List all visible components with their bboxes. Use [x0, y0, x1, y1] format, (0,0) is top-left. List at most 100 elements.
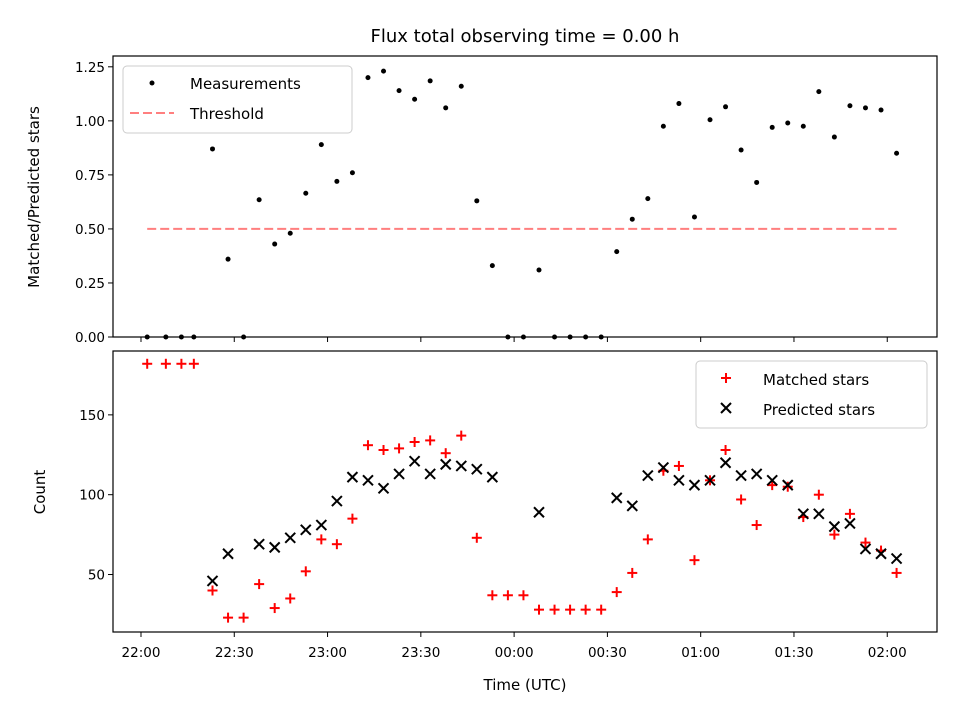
matched-star-point [456, 430, 467, 441]
top-chart-title: Flux total observing time = 0.00 h [371, 26, 680, 47]
matched-star-point [254, 579, 265, 590]
matched-star-point [207, 585, 218, 596]
matched-star-point [471, 532, 482, 543]
measurement-point [769, 124, 775, 130]
measurement-point [474, 198, 480, 204]
legend-predicted-marker [720, 402, 732, 414]
measurement-point [707, 117, 713, 123]
matched-star-point [611, 587, 622, 598]
measurement-point [645, 196, 651, 202]
bottom-panel-marks: 50 100 150 22:00 22:30 23:00 23:30 00:00 00:30 01… [79, 358, 907, 661]
measurement-point [723, 104, 729, 110]
measurement-point [629, 216, 635, 222]
y-tick-label: 0.25 [75, 276, 105, 292]
predicted-star-point [611, 492, 623, 504]
matched-star-point [844, 508, 855, 519]
x-tick-label: 22:00 [122, 645, 161, 661]
matched-star-point [378, 444, 389, 455]
x-tick-label: 00:00 [495, 645, 534, 661]
legend-predicted-label: Predicted stars [763, 401, 875, 419]
predicted-star-point [766, 474, 778, 487]
measurement-point [443, 105, 449, 111]
predicted-star-point [408, 455, 421, 467]
predicted-star-point [284, 532, 296, 544]
predicted-star-point [268, 541, 281, 554]
x-tick-label: 23:30 [401, 645, 440, 661]
measurement-point [427, 78, 433, 84]
predicted-star-point [890, 552, 903, 565]
measurement-point [458, 83, 464, 89]
measurement-point [614, 249, 620, 255]
y-tick-label: 1.00 [75, 114, 105, 130]
measurement-point [800, 123, 806, 129]
bottom-plot-frame [112, 350, 938, 633]
legend-measurements-label: Measurements [190, 75, 301, 93]
y-tick-label: 150 [79, 408, 105, 424]
measurement-point [691, 214, 697, 220]
matched-star-point [347, 513, 358, 524]
measurement-point [318, 142, 324, 148]
predicted-star-point [704, 474, 716, 487]
measurement-point [536, 267, 542, 273]
measurement-point [303, 190, 309, 196]
measurement-point [894, 150, 900, 156]
predicted-star-point [875, 548, 887, 560]
measurement-point [396, 88, 402, 94]
matched-star-point [736, 494, 747, 505]
measurement-point [210, 146, 216, 152]
matched-star-point [782, 481, 793, 492]
measurement-point [847, 103, 853, 109]
predicted-star-point [440, 458, 452, 471]
legend-measurements-marker [149, 80, 155, 86]
bottom-y-axis-label: Count [31, 470, 49, 515]
measurement-point [831, 134, 837, 140]
matched-star-point [142, 358, 153, 369]
predicted-star-point [813, 508, 825, 520]
predicted-star-point [300, 524, 312, 536]
matched-star-point [813, 489, 824, 500]
matched-star-point [188, 358, 199, 369]
predicted-star-point [828, 520, 841, 533]
predicted-star-point [626, 500, 638, 512]
matched-star-point [565, 604, 576, 615]
matched-star-point [362, 440, 373, 451]
x-tick-label: 23:00 [308, 645, 347, 661]
matched-star-point [549, 604, 560, 615]
matched-star-point [596, 604, 607, 615]
predicted-star-point [253, 538, 265, 550]
measurement-point [381, 68, 387, 74]
predicted-star-point [533, 506, 545, 518]
y-tick-label: 0.00 [75, 330, 105, 346]
top-y-axis-label: Matched/Predicted stars [25, 106, 43, 288]
measurement-point [225, 256, 231, 262]
predicted-star-point [673, 474, 685, 487]
matched-star-point [642, 534, 653, 545]
predicted-star-point [424, 468, 436, 480]
matched-star-point [160, 358, 171, 369]
legend-threshold-label: Threshold [189, 105, 264, 123]
matched-star-point [440, 448, 451, 459]
predicted-star-point [844, 517, 856, 530]
matched-star-point [487, 590, 498, 601]
measurement-point [412, 96, 418, 102]
measurement-point [878, 107, 884, 113]
x-tick-label: 02:00 [868, 645, 907, 661]
predicted-star-point [471, 463, 483, 475]
top-panel-marks: 0.00 0.25 0.50 0.75 1.00 1.25 [75, 60, 900, 346]
y-tick-label: 1.25 [75, 60, 105, 76]
matched-star-point [720, 444, 731, 455]
measurement-point [272, 241, 278, 247]
measurement-point [287, 230, 293, 236]
legend-matched-marker [721, 373, 731, 383]
matched-star-point [300, 566, 311, 577]
y-tick-label: 0.75 [75, 168, 105, 184]
matched-star-point [269, 603, 280, 614]
matched-star-point [533, 604, 544, 615]
predicted-star-point [346, 471, 359, 483]
measurement-point [785, 120, 791, 126]
matched-star-point [331, 539, 342, 550]
measurement-point [676, 101, 682, 107]
y-tick-label: 0.50 [75, 222, 105, 238]
matched-star-point [751, 520, 762, 531]
